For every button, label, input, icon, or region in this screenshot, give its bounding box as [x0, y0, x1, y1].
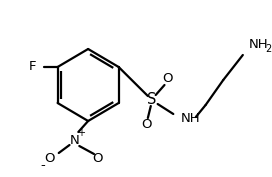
- Text: -: -: [41, 159, 45, 173]
- Text: O: O: [45, 153, 55, 165]
- Text: O: O: [142, 118, 152, 130]
- Text: NH: NH: [181, 112, 201, 124]
- Text: NH: NH: [249, 39, 268, 52]
- Text: N: N: [70, 133, 79, 147]
- Text: O: O: [93, 152, 103, 164]
- Text: 2: 2: [265, 44, 272, 54]
- Text: O: O: [162, 73, 173, 85]
- Text: S: S: [147, 93, 156, 107]
- Text: +: +: [77, 128, 85, 138]
- Text: F: F: [29, 61, 36, 73]
